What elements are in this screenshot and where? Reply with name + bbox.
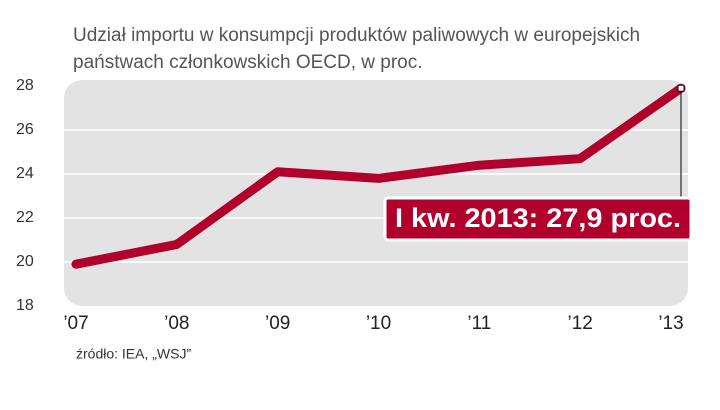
source: źródło: IEA, „WSJ”: [76, 346, 191, 362]
x-tick-label: ’08: [164, 313, 189, 334]
x-tick-label: ’11: [467, 313, 491, 334]
y-tick-label: 28: [16, 77, 34, 94]
x-tick-label: ’09: [265, 313, 290, 334]
x-tick-label: ’12: [567, 313, 592, 334]
x-tick-label: ’13: [658, 313, 683, 334]
data-line: [71, 83, 686, 269]
annotation: I kw. 2013: 27,9 proc.: [395, 203, 681, 233]
annotation-box: [383, 196, 693, 242]
y-tick-label: 18: [16, 297, 34, 314]
y-tick-label: 20: [16, 253, 34, 270]
x-tick-label: ’07: [63, 313, 88, 334]
chart-subtitle: państwach członkowskich OECD, w proc.: [73, 52, 423, 73]
y-tick-label: 26: [16, 121, 34, 138]
x-tick-label: ’10: [366, 313, 391, 334]
plot-area: [64, 80, 688, 306]
end-marker: [677, 84, 685, 92]
y-tick-label: 24: [16, 165, 34, 182]
y-tick-label: 22: [16, 209, 34, 226]
chart-title: Udział importu w konsumpcji produktów pa…: [73, 25, 640, 46]
